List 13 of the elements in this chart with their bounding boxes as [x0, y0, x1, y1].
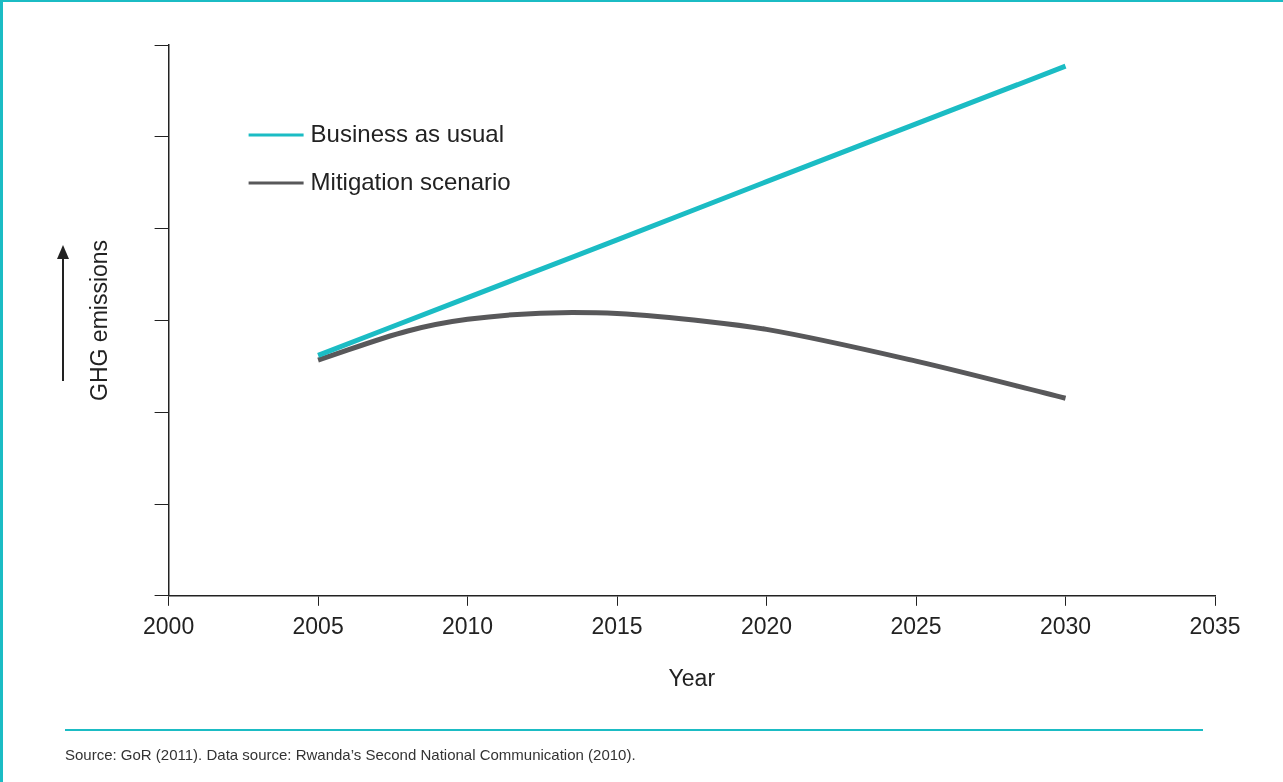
y-axis-title: GHG emissions	[86, 239, 113, 401]
x-tick-label: 2035	[1189, 612, 1241, 639]
source-note: Source: GoR (2011). Data source: Rwanda’s Second National Communication (2010).	[65, 746, 636, 763]
x-tick-label: 2015	[591, 612, 643, 639]
x-axis-title: Year	[668, 664, 716, 691]
x-tick-label: 2000	[143, 612, 195, 639]
x-tick-label: 2005	[292, 612, 344, 639]
x-tick-label: 2020	[740, 612, 793, 639]
x-tick-label: 2030	[1039, 612, 1092, 639]
legend-label: Business as usual	[310, 119, 505, 147]
x-tick-label: 2010	[441, 612, 494, 639]
legend-label: Mitigation scenario	[310, 167, 511, 195]
x-tick-label: 2025	[890, 612, 942, 639]
